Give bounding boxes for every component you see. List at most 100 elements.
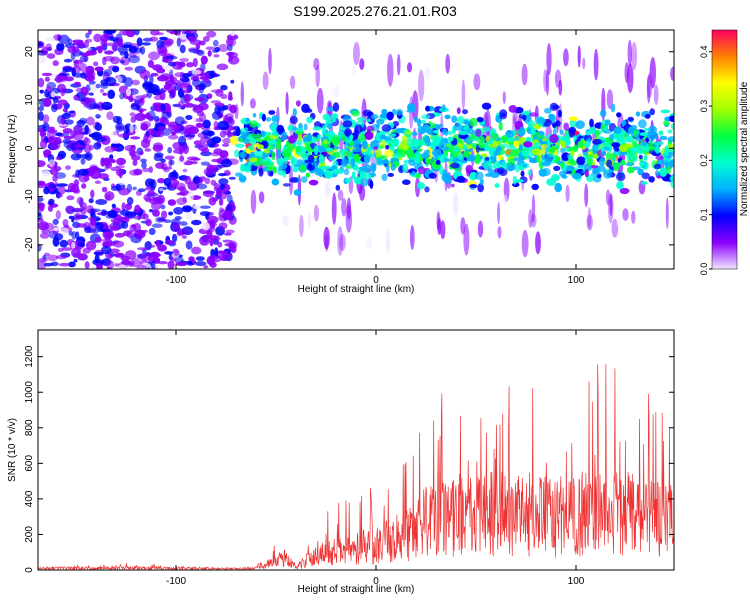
heatmap-cell [112,240,125,248]
heatmap-cell [564,138,571,142]
heatmap-cell [206,255,215,266]
heatmap-cell [221,159,232,168]
heatmap-cell [549,134,559,144]
heatmap-cell [375,149,382,158]
heatmap-cell [167,147,173,154]
heatmap-cell [144,148,152,152]
heatmap-cell [167,260,175,269]
heatmap-cell [52,218,59,225]
heatmap-cell [616,172,626,182]
heatmap-cell [179,126,184,135]
heatmap-cell [351,171,356,180]
heatmap-cell [332,168,343,175]
heatmap-cell [185,30,197,35]
heatmap-cell [601,146,605,153]
heatmap-cell [527,169,532,176]
heatmap-cell [107,210,118,219]
heatmap-cell [194,97,206,102]
heatmap-cell [522,163,528,168]
heatmap-cell [451,115,458,123]
heatmap-cell [70,153,82,161]
heatmap-cell [187,35,197,43]
heatmap-cell [518,126,526,137]
heatmap-cell [592,138,602,145]
heatmap-cell [245,148,251,154]
heatmap-cell [130,116,137,123]
snr-y-tick-label: 1000 [24,381,35,404]
heatmap-cell [86,116,95,126]
heatmap-cell [83,91,90,96]
heatmap-cell [99,88,104,93]
heatmap-cell [87,97,96,103]
heatmap-cell [171,131,176,135]
heatmap-cell [129,112,136,117]
heatmap-cell [87,69,94,80]
heatmap-cell [540,146,546,156]
heatmap-cell [72,149,83,154]
heatmap-cell [306,116,313,124]
heatmap-cell [95,83,101,89]
heatmap-cell [360,178,369,187]
heatmap-cell [160,73,172,79]
heatmap-cell [193,204,201,210]
heatmap-cell [299,214,304,238]
heatmap-cell [222,137,232,144]
heatmap-cell [380,113,389,119]
heatmap-cell [649,57,656,89]
heatmap-cell [173,207,184,215]
heatmap-cell [176,197,188,206]
heatmap-cell [183,144,189,155]
heatmap-cell [225,229,235,234]
heatmap-cell [392,152,403,159]
heatmap-cell [141,42,152,46]
heatmap-blobs [38,30,674,269]
heatmap-cell [129,150,137,157]
heatmap-cell [185,240,193,250]
heatmap-cell [577,45,581,68]
heatmap-cell [277,149,281,159]
heatmap-cell [300,176,308,183]
heatmap-cell [80,72,87,79]
heatmap-cell [569,119,577,128]
heatmap-cell [129,98,134,103]
heatmap-cell [95,137,107,142]
heatmap-cell [424,135,431,144]
heatmap-cell [414,150,421,159]
heatmap-y-ticks: -20 -10 0 10 20 [24,46,674,252]
heatmap-cell [166,85,177,92]
heatmap-cell [80,157,86,165]
heatmap-cell [379,134,387,140]
heatmap-cell [584,169,589,178]
heatmap-cell [234,103,239,120]
heatmap-cell [544,107,552,114]
heatmap-cell [473,73,481,91]
heatmap-cell [619,187,630,195]
heatmap-cell [565,165,575,172]
heatmap-cell [318,154,325,164]
heatmap-cell [115,122,125,132]
heatmap-cell [208,164,219,173]
heatmap-cell [123,77,133,87]
heatmap-cell [200,55,208,65]
heatmap-cell [130,136,141,140]
heatmap-cell [48,159,56,168]
heatmap-cell [173,61,182,66]
heatmap-cell [93,33,102,43]
heatmap-cell [209,237,214,247]
heatmap-cell [606,159,613,168]
heatmap-cell [95,222,104,230]
heatmap-cell [236,126,241,137]
heatmap-cell [475,128,482,137]
heatmap-cell [396,54,401,76]
snr-y-tick-label: 600 [24,455,35,472]
heatmap-cell [68,261,76,268]
heatmap-cell [631,139,638,148]
heatmap-cell [670,179,674,189]
heatmap-cell [358,133,366,142]
heatmap-cell [506,137,515,142]
heatmap-cell [219,150,229,159]
heatmap-cell [218,173,227,177]
heatmap-cell [164,251,174,255]
heatmap-cell [153,95,163,101]
heatmap-cell [186,61,194,68]
